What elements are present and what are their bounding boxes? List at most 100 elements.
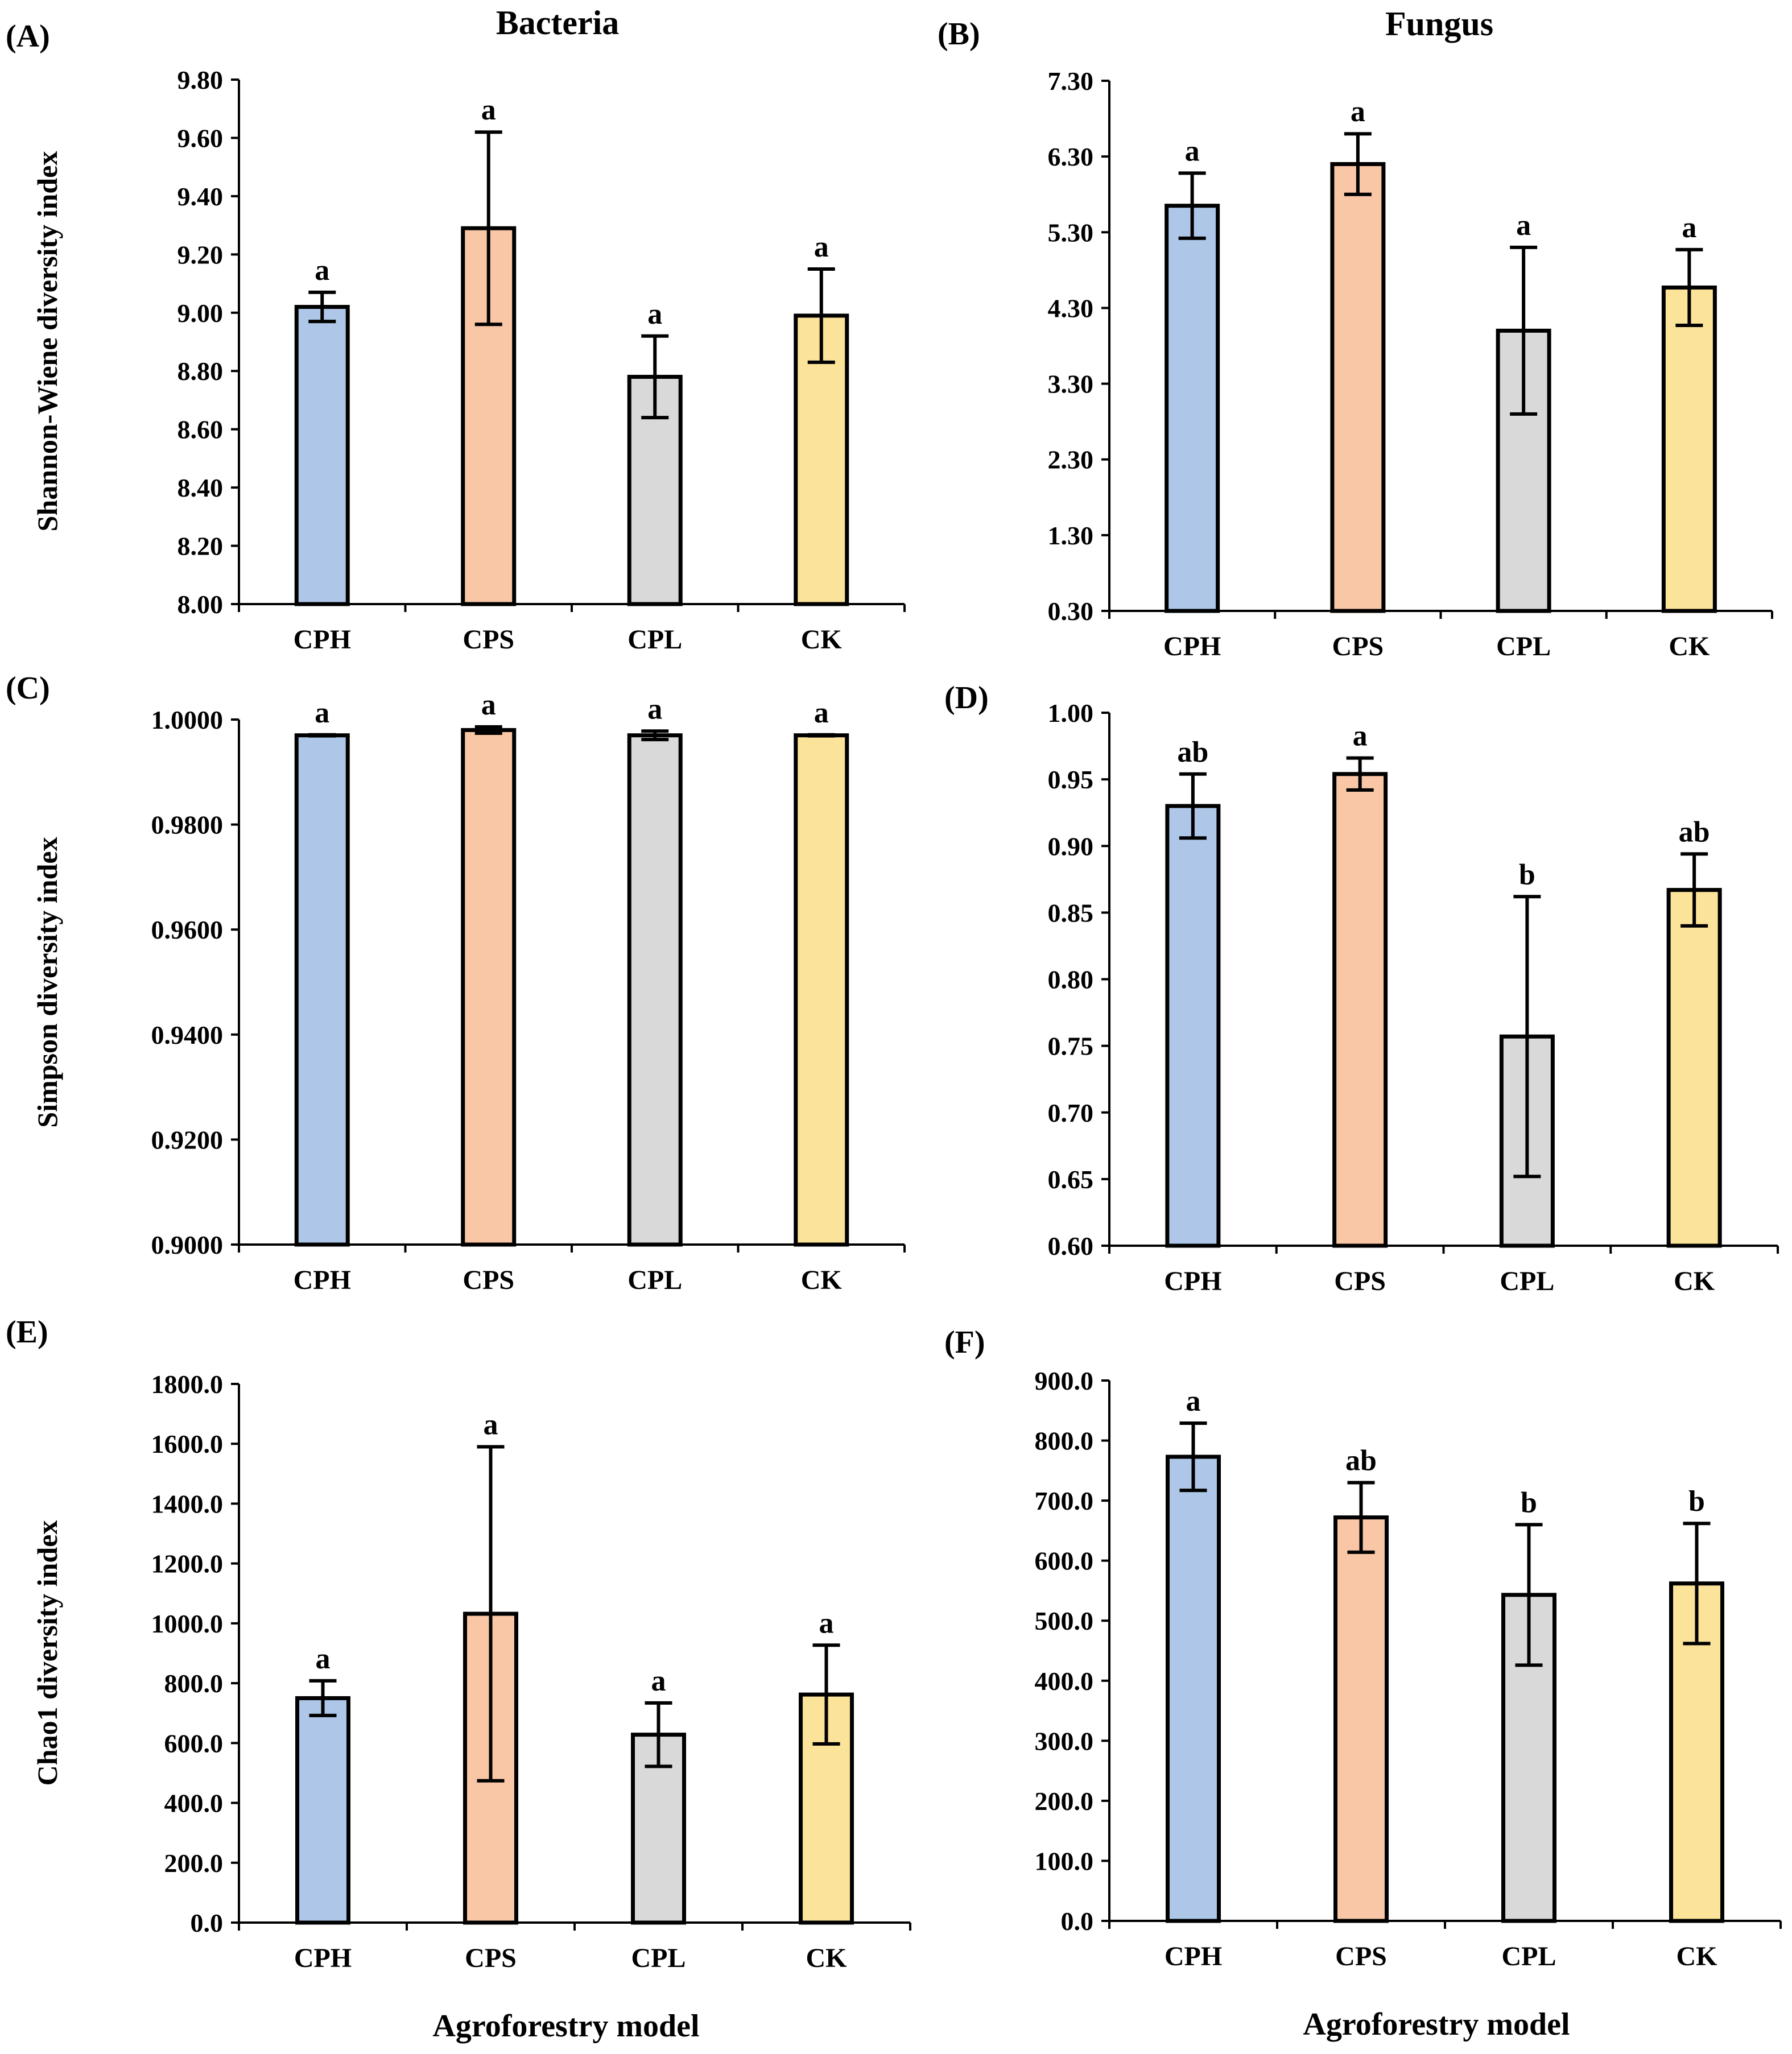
category-label: CK [1669, 631, 1710, 662]
category-label: CPS [463, 625, 514, 655]
y-tick-label: 0.65 [1048, 1165, 1094, 1194]
bar-cph [294, 733, 350, 1247]
y-tick-label: 600.0 [1035, 1547, 1094, 1576]
y-tick-label: 0.9200 [151, 1125, 224, 1154]
panel-label: (C) [6, 671, 50, 706]
significance-label: b [1521, 1486, 1537, 1519]
y-tick-label: 1.30 [1048, 521, 1094, 550]
column-title-bacteria: Bacteria [496, 4, 620, 42]
y-tick-label: 400.0 [1035, 1667, 1094, 1696]
y-tick-label: 0.75 [1048, 1032, 1094, 1061]
category-label: CPH [1165, 1941, 1222, 1972]
y-tick-label: 500.0 [1035, 1606, 1094, 1635]
y-tick-label: 3.30 [1048, 370, 1094, 399]
y-tick-label: 0.70 [1048, 1098, 1094, 1127]
category-label: CPS [1332, 631, 1384, 662]
y-tick-label: 0.30 [1048, 597, 1094, 626]
y-tick-label: 7.30 [1048, 67, 1094, 96]
significance-label: a [814, 697, 829, 729]
bar-cpl [631, 1733, 686, 1925]
bar-cpl [627, 733, 683, 1247]
panel-a: (A) 8.00 8.20 8.40 8.60 8.80 9.00 9.20 9.40 9.60 9… [6, 19, 906, 655]
y-tick-label: 1.00 [1048, 699, 1094, 728]
bar-ck [794, 313, 849, 606]
y-tick-label: 0.80 [1048, 965, 1094, 994]
category-label: CPL [1500, 1266, 1554, 1296]
significance-label: ab [1345, 1444, 1377, 1477]
panel-label: (F) [944, 1325, 985, 1360]
significance-label: a [647, 298, 662, 330]
y-tick-label: 9.60 [177, 123, 224, 152]
significance-label: a [1353, 720, 1368, 753]
category-label: CPH [1163, 631, 1221, 662]
category-label: CPS [465, 1943, 517, 1973]
panel-c: (C) 0.9000 0.9200 0.9400 0.9600 0.9800 1.0000 a… [6, 671, 906, 1295]
significance-label: a [1186, 1385, 1201, 1417]
y-tick-label: 0.9400 [151, 1020, 224, 1049]
y-tick-label: 800.0 [1035, 1427, 1094, 1456]
y-tick-label: 0.90 [1048, 832, 1094, 861]
category-label: CPH [294, 1265, 351, 1295]
category-label: CPH [294, 1943, 352, 1973]
y-tick-label: 400.0 [164, 1789, 224, 1818]
significance-label: b [1688, 1485, 1705, 1518]
significance-label: a [481, 689, 496, 721]
significance-label: a [481, 94, 496, 126]
y-axis-title: Shannon-Wiene diversity index [31, 151, 63, 532]
significance-label: ab [1177, 736, 1208, 768]
significance-label: a [1682, 212, 1696, 244]
category-label: CPS [463, 1265, 514, 1295]
y-tick-label: 9.80 [177, 65, 224, 94]
panel-b: (B) 0.30 1.30 2.30 3.30 4.30 5.30 6.30 7.30 a CPH a… [938, 16, 1773, 662]
panel-e: (E) 0.0 200.0 400.0 600.0 800.0 1000.0 1200.0 14… [6, 1315, 911, 2044]
significance-label: a [647, 693, 662, 725]
significance-label: a [814, 231, 829, 263]
x-axis-title: Agroforestry model [432, 2008, 699, 2044]
y-tick-label: 100.0 [1035, 1846, 1094, 1875]
y-tick-label: 6.30 [1048, 142, 1094, 171]
category-label: CK [801, 625, 842, 655]
panel-d: (D) 0.60 0.65 0.70 0.75 0.80 0.85 0.90 0.95 1.00 a… [944, 680, 1779, 1296]
category-label: CPS [1335, 1941, 1387, 1972]
y-tick-label: 0.0 [191, 1908, 224, 1937]
bar-cps [1332, 772, 1388, 1248]
category-label: CPL [627, 1265, 682, 1295]
y-tick-label: 9.20 [177, 240, 224, 269]
y-tick-label: 0.0 [1061, 1907, 1094, 1936]
category-label: CPH [1164, 1266, 1221, 1296]
category-label: CPH [294, 625, 351, 655]
y-tick-label: 0.9600 [151, 915, 224, 944]
y-tick-label: 1800.0 [151, 1370, 224, 1399]
significance-label: a [651, 1665, 666, 1697]
bar-cps [1333, 1515, 1389, 1923]
y-tick-label: 600.0 [164, 1729, 224, 1758]
significance-label: b [1519, 858, 1535, 891]
category-label: CK [1677, 1941, 1717, 1972]
y-tick-label: 8.40 [177, 473, 224, 502]
column-title-fungus: Fungus [1385, 5, 1493, 43]
category-label: CK [1674, 1266, 1715, 1296]
significance-label: a [484, 1408, 498, 1441]
bar-cph [1165, 204, 1220, 613]
category-label: CPL [627, 625, 682, 655]
y-tick-label: 1400.0 [151, 1489, 224, 1518]
y-axis-title: Chao1 diversity index [31, 1520, 63, 1786]
x-axis-title: Agroforestry model [1303, 2007, 1570, 2042]
y-tick-label: 8.00 [177, 590, 224, 619]
y-tick-label: 5.30 [1048, 218, 1094, 247]
panel-label: (B) [938, 16, 980, 52]
category-label: CPS [1334, 1266, 1386, 1296]
y-tick-label: 8.60 [177, 415, 224, 444]
panel-label: (A) [6, 19, 50, 54]
y-tick-label: 0.9000 [151, 1230, 224, 1259]
y-tick-label: 4.30 [1048, 294, 1094, 323]
y-tick-label: 8.80 [177, 357, 224, 386]
y-tick-label: 9.00 [177, 299, 224, 328]
y-tick-label: 800.0 [164, 1669, 224, 1698]
y-tick-label: 9.40 [177, 182, 224, 211]
y-tick-label: 700.0 [1035, 1486, 1094, 1515]
y-tick-label: 1200.0 [151, 1549, 224, 1578]
category-label: CK [806, 1943, 847, 1973]
bar-cph [1165, 804, 1221, 1248]
